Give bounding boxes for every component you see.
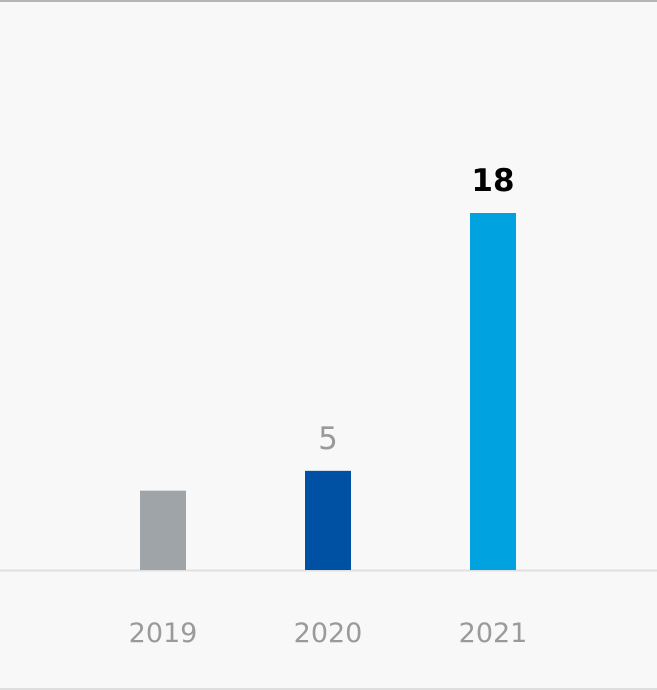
data-label-2020: 5 xyxy=(318,421,338,457)
bar-2021 xyxy=(470,213,516,570)
x-tick-label-2020: 2020 xyxy=(294,618,363,649)
bottom-divider xyxy=(0,688,657,690)
data-label-2021: 18 xyxy=(471,163,514,199)
top-divider xyxy=(0,0,657,2)
x-tick-label-2019: 2019 xyxy=(129,618,198,649)
bar-2020 xyxy=(305,470,351,570)
x-tick-label-2021: 2021 xyxy=(459,618,528,649)
bar-2019 xyxy=(140,490,186,570)
